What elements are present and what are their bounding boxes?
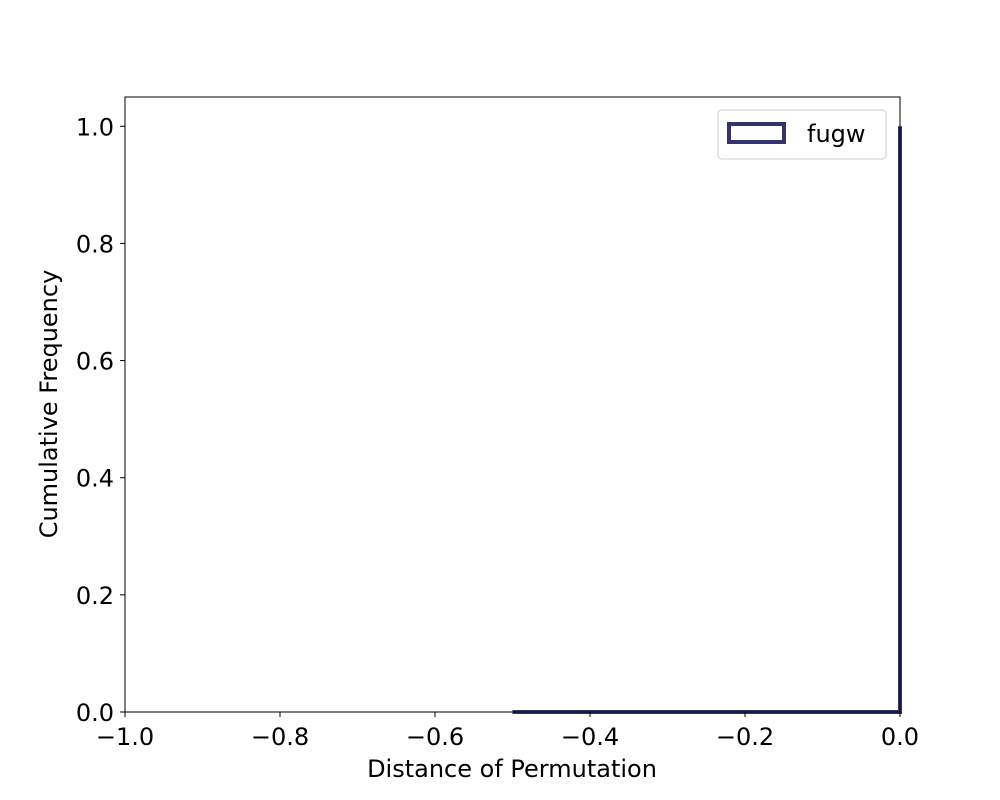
legend-label-fugw: fugw (807, 120, 866, 148)
y-axis-label: Cumulative Frequency (35, 270, 63, 539)
y-tick-label: 0.0 (76, 699, 114, 727)
x-tick-label: 0.0 (881, 723, 919, 751)
y-tick-label: 0.8 (76, 230, 114, 258)
axes-frame (124, 96, 901, 713)
y-axis-ticks: 0.0 0.2 0.4 0.6 0.8 1.0 (76, 113, 125, 727)
y-tick-label: 0.2 (76, 582, 114, 610)
legend-swatch-fugw (727, 122, 786, 144)
legend: fugw (717, 109, 887, 160)
x-tick-label: −1.0 (96, 723, 154, 751)
x-tick-label: −0.2 (716, 723, 774, 751)
y-tick-label: 1.0 (76, 113, 114, 141)
series-line-fugw (512, 126, 902, 714)
plot-area (124, 96, 902, 714)
series-layer (512, 126, 902, 714)
y-tick-label: 0.6 (76, 348, 114, 376)
x-axis-ticks: −1.0 −0.8 −0.6 −0.4 −0.2 0.0 (96, 712, 919, 751)
x-axis-label: Distance of Permutation (367, 755, 657, 783)
x-tick-label: −0.4 (561, 723, 619, 751)
x-tick-label: −0.6 (406, 723, 464, 751)
y-tick-label: 0.4 (76, 465, 114, 493)
x-tick-label: −0.8 (251, 723, 309, 751)
